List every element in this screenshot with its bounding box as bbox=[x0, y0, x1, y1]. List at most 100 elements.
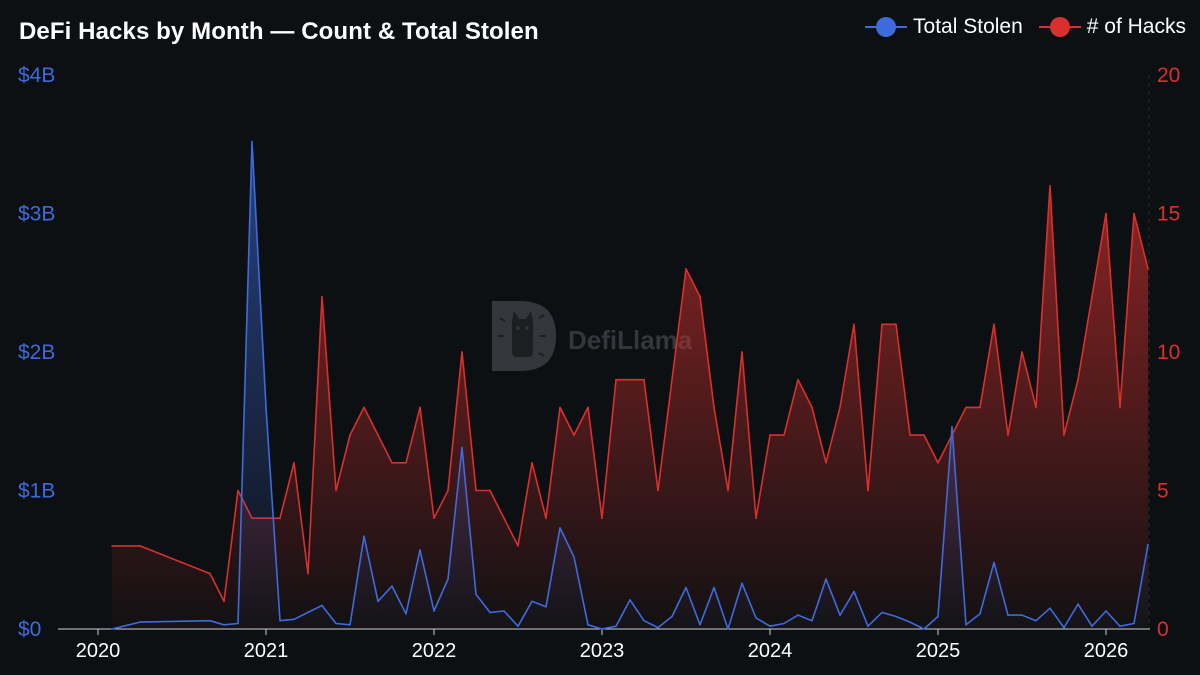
stolen-data-point bbox=[139, 621, 141, 623]
hacks-data-point bbox=[895, 323, 897, 326]
y-left-tick-label: $1B bbox=[18, 480, 55, 503]
legend-marker-hacks bbox=[1038, 17, 1081, 37]
y-left-tick-label: $3B bbox=[18, 203, 55, 226]
hacks-data-point bbox=[1063, 434, 1065, 436]
hacks-data-point bbox=[1035, 406, 1037, 409]
stolen-data-point bbox=[265, 406, 267, 409]
hacks-data-point bbox=[825, 462, 827, 464]
hacks-data-point bbox=[1049, 185, 1051, 187]
stolen-data-point bbox=[769, 625, 771, 627]
hacks-data-point bbox=[1105, 212, 1107, 215]
hacks-data-point bbox=[713, 406, 715, 409]
hacks-data-point bbox=[223, 600, 225, 603]
stolen-data-point bbox=[461, 446, 463, 449]
hacks-area bbox=[112, 185, 1148, 630]
y-right-tick-label: 0 bbox=[1157, 618, 1169, 641]
hacks-data-point bbox=[307, 572, 309, 575]
stolen-data-point bbox=[811, 619, 813, 622]
hacks-data-point bbox=[685, 268, 687, 270]
hacks-data-point bbox=[559, 406, 561, 409]
hacks-data-point bbox=[923, 434, 925, 436]
hacks-data-point bbox=[965, 406, 967, 409]
stolen-data-point bbox=[1119, 625, 1121, 627]
stolen-data-point bbox=[685, 586, 687, 589]
data-points bbox=[111, 140, 1149, 630]
stolen-data-point bbox=[1105, 610, 1107, 612]
hacks-data-point bbox=[1021, 351, 1023, 353]
stolen-data-point bbox=[279, 619, 281, 622]
stolen-data-point bbox=[475, 593, 477, 596]
hacks-data-point bbox=[321, 295, 323, 298]
hacks-data-point bbox=[377, 434, 379, 436]
stolen-data-point bbox=[251, 140, 253, 143]
stolen-line bbox=[111, 140, 1149, 630]
y-axis-right: 0 5 10 15 20 bbox=[1157, 64, 1180, 641]
stolen-data-point bbox=[503, 610, 505, 612]
hacks-data-point bbox=[545, 517, 547, 519]
hacks-data-point bbox=[811, 406, 813, 409]
hacks-data-point bbox=[671, 378, 673, 381]
stolen-data-point bbox=[853, 590, 855, 593]
legend-item-total-stolen[interactable]: Total Stolen bbox=[863, 14, 1023, 40]
stolen-data-point bbox=[559, 527, 561, 529]
x-tick-label: 2023 bbox=[580, 640, 625, 662]
stolen-data-point bbox=[321, 604, 323, 607]
hacks-data-point bbox=[265, 517, 267, 519]
hacks-data-point bbox=[587, 406, 589, 409]
stolen-data-point bbox=[713, 586, 715, 589]
hacks-data-point bbox=[419, 406, 421, 409]
stolen-data-point bbox=[615, 625, 617, 627]
hacks-data-point bbox=[909, 434, 911, 436]
x-tick-label: 2024 bbox=[748, 640, 793, 662]
stolen-data-point bbox=[111, 628, 113, 630]
hacks-data-point bbox=[279, 517, 281, 519]
stolen-data-point bbox=[377, 600, 379, 603]
hacks-data-point bbox=[139, 545, 141, 547]
hacks-data-point bbox=[489, 489, 491, 492]
stolen-data-point bbox=[741, 582, 743, 585]
stolen-data-point bbox=[783, 622, 785, 625]
stolen-data-point bbox=[727, 628, 729, 630]
stolen-data-point bbox=[895, 615, 897, 618]
y-right-tick-label: 10 bbox=[1157, 341, 1180, 364]
stolen-data-point bbox=[545, 606, 547, 608]
hacks-data-point bbox=[839, 406, 841, 409]
y-left-tick-label: $2B bbox=[18, 341, 55, 364]
stolen-data-point bbox=[825, 578, 827, 580]
hacks-data-point bbox=[335, 489, 337, 492]
hacks-data-point bbox=[699, 295, 701, 298]
stolen-data-point bbox=[1007, 614, 1009, 616]
stolen-data-point bbox=[237, 622, 239, 625]
hacks-data-point bbox=[363, 406, 365, 409]
hacks-data-point bbox=[629, 378, 631, 381]
stolen-data-point bbox=[405, 613, 407, 615]
stolen-data-point bbox=[755, 617, 757, 619]
hacks-data-point bbox=[405, 462, 407, 464]
x-tick-label: 2025 bbox=[916, 640, 961, 662]
hacks-data-point bbox=[769, 434, 771, 436]
hacks-data-point bbox=[601, 517, 603, 519]
stolen-data-point bbox=[1063, 626, 1065, 629]
stolen-data-point bbox=[867, 625, 869, 627]
stolen-data-point bbox=[839, 614, 841, 616]
stolen-data-point bbox=[1147, 543, 1149, 546]
stolen-data-point bbox=[531, 600, 533, 603]
stolen-data-point bbox=[433, 610, 435, 612]
hacks-data-point bbox=[573, 434, 575, 436]
stolen-data-point bbox=[209, 619, 211, 622]
y-right-tick-label: 5 bbox=[1157, 480, 1169, 503]
hacks-data-point bbox=[881, 323, 883, 326]
stolen-data-point bbox=[601, 628, 603, 630]
stolen-data-point bbox=[979, 613, 981, 615]
hacks-line bbox=[112, 185, 1149, 603]
stolen-data-point bbox=[349, 624, 351, 626]
hacks-data-point bbox=[433, 517, 435, 519]
y-right-tick-label: 15 bbox=[1157, 203, 1180, 226]
stolen-data-point bbox=[223, 624, 225, 626]
hacks-data-point bbox=[783, 434, 785, 436]
stolen-data-point bbox=[1049, 607, 1051, 609]
legend-item-hacks[interactable]: # of Hacks bbox=[1037, 14, 1186, 40]
stolen-data-point bbox=[881, 611, 883, 614]
hacks-data-point bbox=[951, 434, 953, 436]
